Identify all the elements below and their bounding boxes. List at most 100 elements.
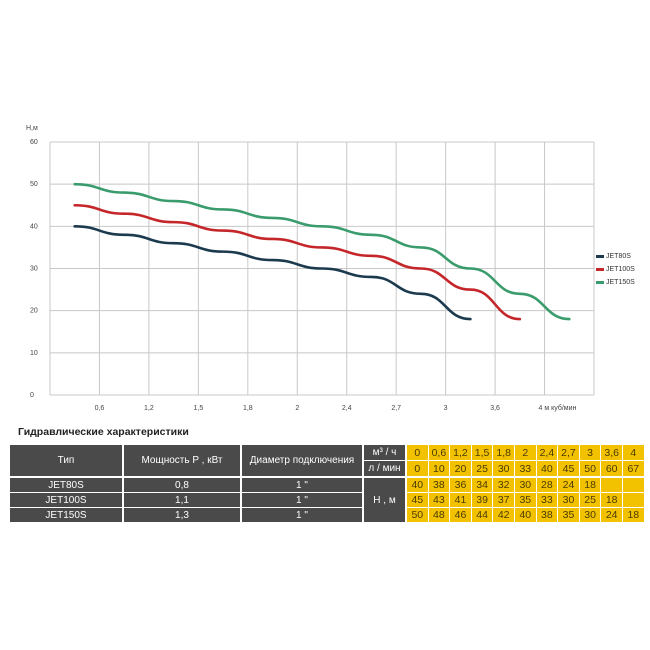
head-cell: 38 — [428, 478, 450, 492]
flow-m3-cell: 0,6 — [428, 445, 450, 460]
head-cell: 37 — [493, 493, 514, 507]
header-type: Тип — [10, 445, 122, 476]
y-tick-label: 40 — [30, 223, 38, 230]
head-cell: 45 — [407, 493, 428, 507]
flow-m3-cell: 2,7 — [558, 445, 579, 460]
flow-l-cell: 0 — [407, 461, 428, 476]
head-flow-chart: Н,м 0 10 20 30 40 50 60 0,6 1,2 1,5 1,8 2 2,4 2,7 3 3,6… — [26, 125, 595, 412]
head-cell: 33 — [536, 493, 558, 507]
series-line-jet100s — [73, 203, 522, 321]
head-cell: 48 — [428, 508, 450, 522]
flow-m3-cell: 1,8 — [493, 445, 514, 460]
head-cell: 50 — [407, 508, 428, 522]
head-cell: 24 — [601, 508, 622, 522]
x-tick-label: 3,6 — [490, 405, 500, 412]
head-cell: 30 — [579, 508, 601, 522]
head-cell: 34 — [471, 478, 493, 492]
y-tick-label: 50 — [30, 181, 38, 188]
legend-swatch — [596, 268, 604, 271]
legend-item: JET150S — [596, 276, 635, 289]
row-power: 1,3 — [124, 508, 240, 522]
flow-m3-cell: 2,4 — [536, 445, 558, 460]
y-tick-label: 0 — [30, 392, 34, 399]
legend-swatch — [596, 255, 604, 258]
head-cell: 44 — [471, 508, 493, 522]
y-tick-label: 20 — [30, 308, 38, 315]
x-tick-label: 4 м куб/мин — [539, 404, 577, 412]
head-cell: 43 — [428, 493, 450, 507]
head-cell: 39 — [471, 493, 493, 507]
row-diameter: 1 " — [242, 493, 362, 507]
head-cell: 18 — [623, 508, 644, 522]
flow-m3-cell: 2 — [515, 445, 536, 460]
legend: JET80S JET100S JET150S — [596, 250, 635, 289]
legend-swatch — [596, 281, 604, 284]
header-flow-l: л / мин — [364, 461, 405, 476]
flow-m3-cell: 4 — [623, 445, 644, 460]
flow-m3-cell: 0 — [407, 445, 428, 460]
flow-l-cell: 45 — [558, 461, 579, 476]
row-type: JET80S — [10, 478, 122, 492]
head-cell: 30 — [515, 478, 536, 492]
x-tick-label: 2 — [295, 405, 299, 412]
header-head: Н , м — [364, 478, 405, 522]
head-cell: 36 — [450, 478, 471, 492]
legend-label: JET150S — [606, 279, 635, 286]
header-flow-m3: м³ / ч — [364, 445, 405, 460]
x-tick-label: 2,7 — [391, 405, 401, 412]
head-cell: 42 — [493, 508, 514, 522]
header-power: Мощность P , кВт — [124, 445, 240, 476]
legend-label: JET80S — [606, 253, 631, 260]
head-cell — [601, 478, 622, 492]
head-cell: 32 — [493, 478, 514, 492]
x-tick-label: 2,4 — [342, 405, 352, 412]
head-cell: 24 — [558, 478, 579, 492]
row-type: JET100S — [10, 493, 122, 507]
x-tick-label: 3 — [444, 405, 448, 412]
row-power: 1,1 — [124, 493, 240, 507]
x-tick-label: 0,6 — [95, 405, 105, 412]
head-cell: 38 — [536, 508, 558, 522]
x-tick-label: 1,8 — [243, 405, 253, 412]
head-cell: 35 — [515, 493, 536, 507]
legend-item: JET100S — [596, 263, 635, 276]
row-diameter: 1 " — [242, 508, 362, 522]
flow-l-cell: 50 — [579, 461, 601, 476]
head-cell: 28 — [536, 478, 558, 492]
flow-m3-cell: 1,5 — [471, 445, 493, 460]
flow-m3-cell: 3,6 — [601, 445, 622, 460]
head-cell: 25 — [579, 493, 601, 507]
row-diameter: 1 " — [242, 478, 362, 492]
flow-l-cell: 25 — [471, 461, 493, 476]
y-tick-label: 30 — [30, 266, 38, 273]
flow-l-cell: 40 — [536, 461, 558, 476]
head-cell: 30 — [558, 493, 579, 507]
head-cell: 18 — [601, 493, 622, 507]
header-diameter: Диаметр подключения — [242, 445, 362, 476]
series-line-jet80s — [73, 225, 472, 321]
legend-item: JET80S — [596, 250, 635, 263]
x-tick-label: 1,5 — [193, 405, 203, 412]
head-cell: 40 — [407, 478, 428, 492]
flow-m3-cell: 3 — [579, 445, 601, 460]
table-title: Гидравлические характеристики — [18, 426, 189, 438]
legend-label: JET100S — [606, 266, 635, 273]
flow-l-cell: 60 — [601, 461, 622, 476]
head-cell: 41 — [450, 493, 471, 507]
series-line-jet150s — [73, 182, 571, 321]
y-tick-label: 10 — [30, 350, 38, 357]
row-type: JET150S — [10, 508, 122, 522]
flow-l-cell: 30 — [493, 461, 514, 476]
x-tick-label: 1,2 — [144, 405, 154, 412]
y-axis-label: Н,м — [26, 125, 38, 132]
head-cell: 40 — [515, 508, 536, 522]
head-cell: 35 — [558, 508, 579, 522]
flow-l-cell: 10 — [428, 461, 450, 476]
flow-l-cell: 33 — [515, 461, 536, 476]
y-tick-label: 60 — [30, 139, 38, 146]
head-cell — [623, 493, 644, 507]
head-cell — [623, 478, 644, 492]
row-power: 0,8 — [124, 478, 240, 492]
flow-l-cell: 67 — [623, 461, 644, 476]
